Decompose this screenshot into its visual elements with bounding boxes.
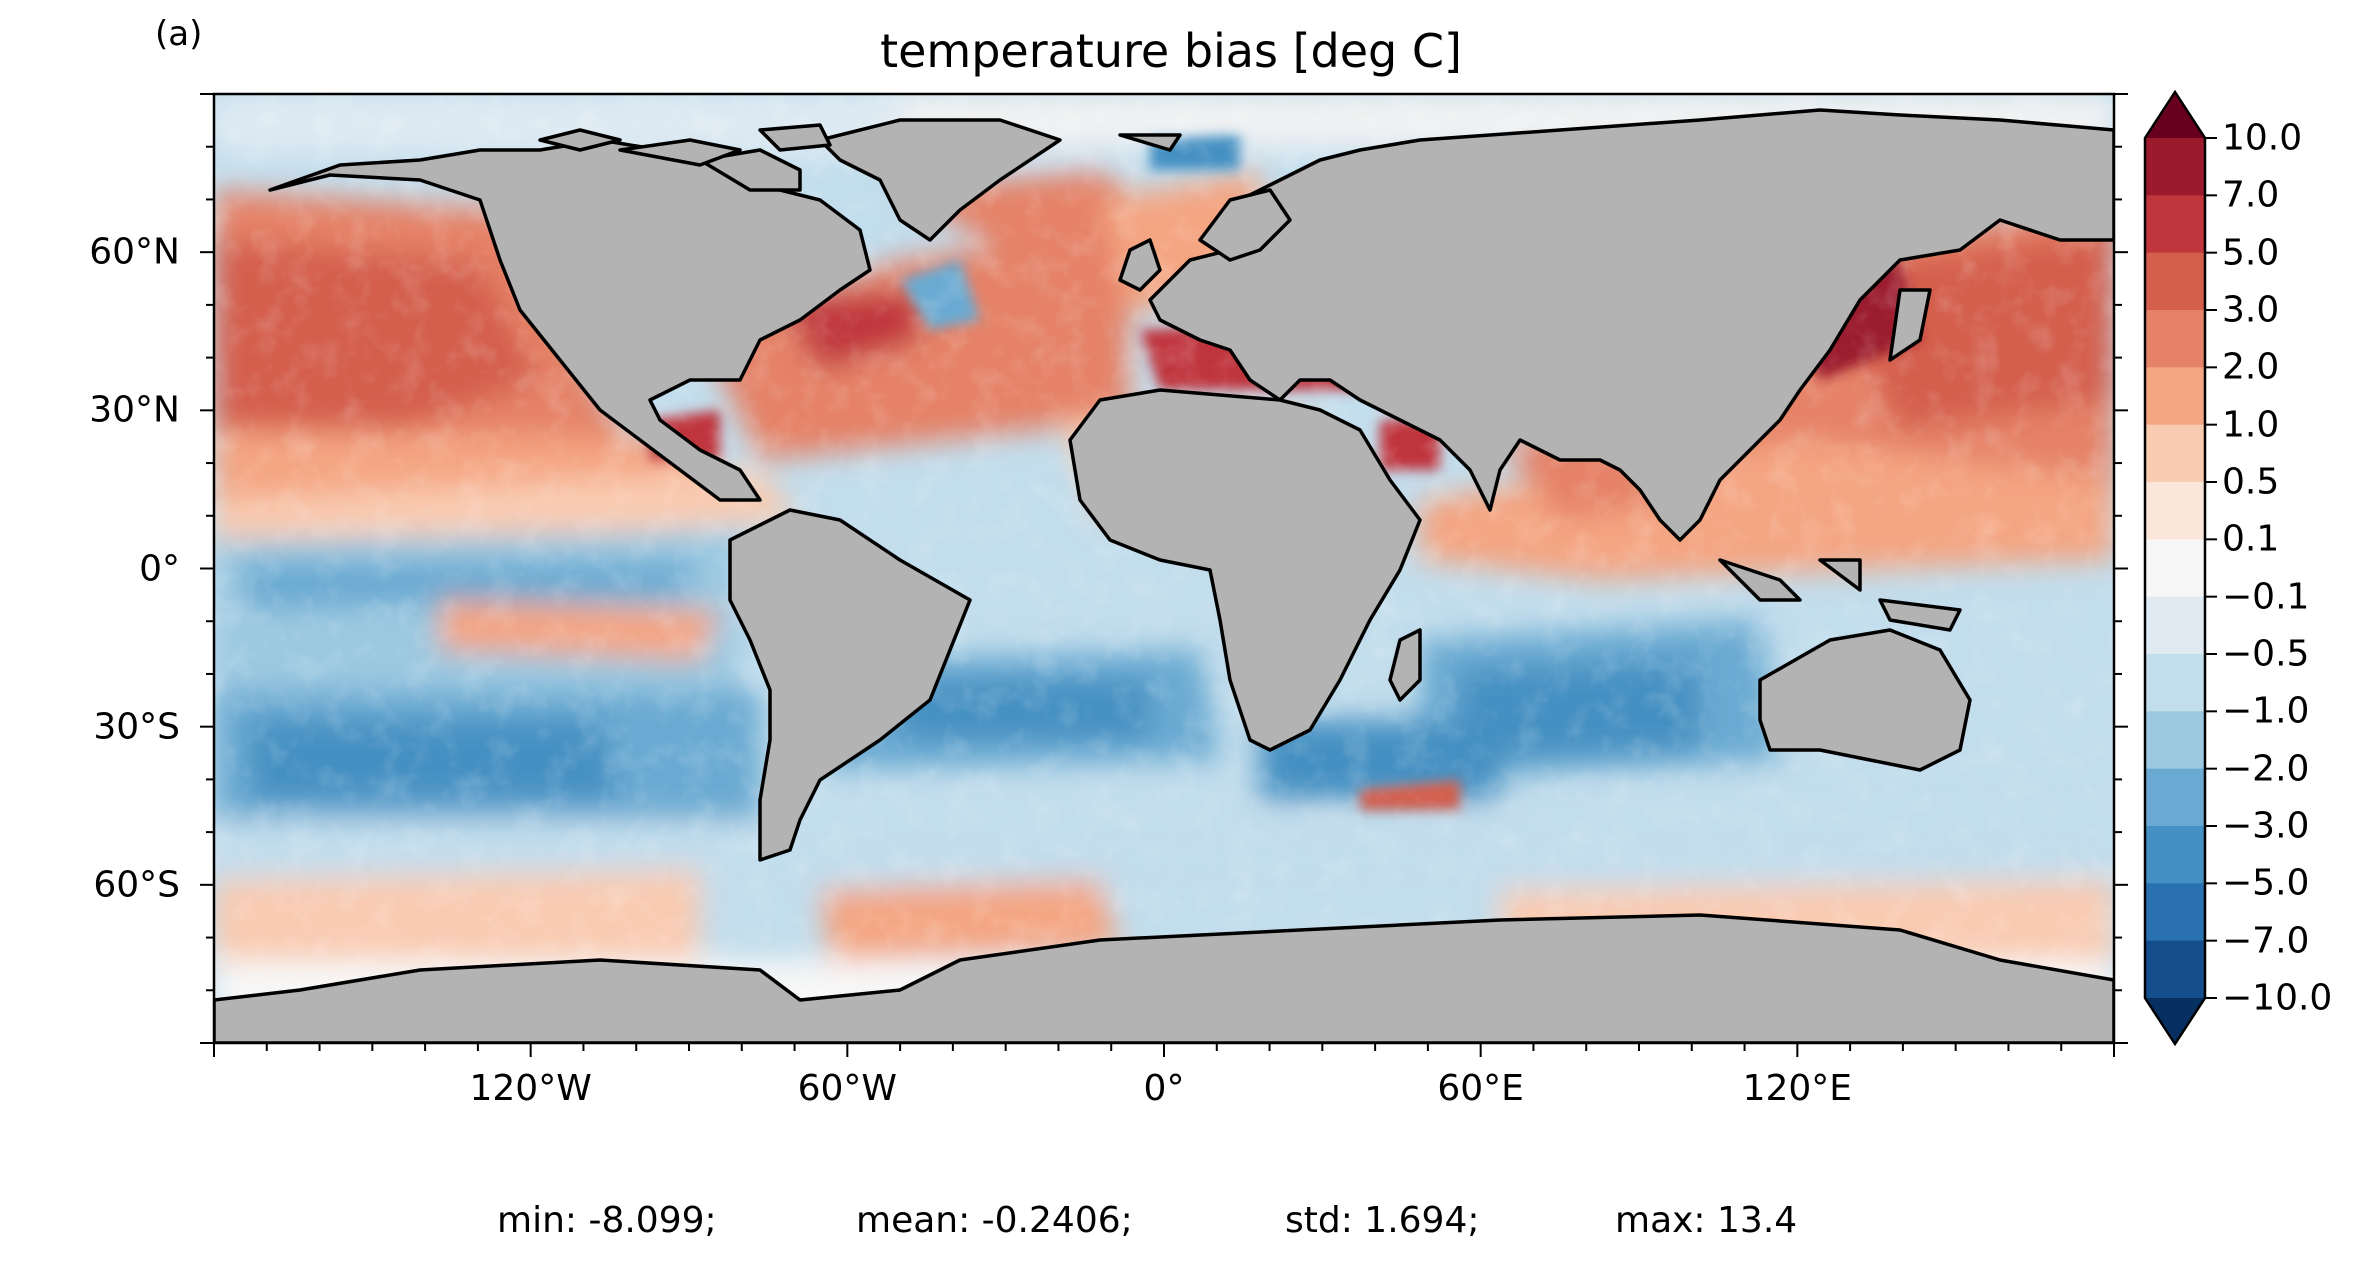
colorbar-segment xyxy=(2145,654,2205,712)
colorbar-segment xyxy=(2145,940,2205,999)
colorbar xyxy=(2143,89,2217,1047)
colorbar-tick-label: −10.0 xyxy=(2222,977,2333,1019)
colorbar-tick-label: −7.0 xyxy=(2222,920,2310,962)
colorbar-tick-label: −0.5 xyxy=(2222,633,2310,675)
colorbar-segment xyxy=(2145,482,2205,540)
colorbar-tick-label: −3.0 xyxy=(2222,805,2310,847)
colorbar-segment xyxy=(2145,768,2205,827)
stat-mean: mean: -0.2406; xyxy=(856,1200,1133,1241)
colorbar-segment xyxy=(2145,826,2205,884)
x-tick-label: 0° xyxy=(1143,1068,1185,1109)
map-title-text: temperature bias [deg C] xyxy=(880,24,1462,78)
x-tick-label: 120°E xyxy=(1742,1068,1853,1109)
colorbar-segment xyxy=(2145,367,2205,426)
colorbar-tick-label: 0.5 xyxy=(2222,461,2280,503)
colorbar-tick-label: −1.0 xyxy=(2222,690,2310,732)
colorbar-segment xyxy=(2145,883,2205,942)
x-tick-label: 60°E xyxy=(1437,1068,1524,1109)
y-tick-label: 0° xyxy=(139,548,180,589)
ocean-field xyxy=(214,94,2114,1043)
y-tick-label: 30°S xyxy=(93,706,180,748)
colorbar-segment xyxy=(2145,539,2205,598)
colorbar-segment xyxy=(2145,424,2205,483)
colorbar-tick-label: 5.0 xyxy=(2222,232,2280,274)
stat-min: min: -8.099; xyxy=(497,1200,717,1241)
stat-std: std: 1.694; xyxy=(1285,1200,1480,1241)
colorbar-segment xyxy=(2145,711,2205,770)
y-tick-label: 60°S xyxy=(93,864,180,906)
colorbar-tick-label: −2.0 xyxy=(2222,748,2310,790)
x-tick-label: 120°W xyxy=(469,1068,592,1109)
colorbar-tick-label: 7.0 xyxy=(2222,174,2280,216)
colorbar-segment xyxy=(2145,310,2205,368)
stat-max: max: 13.4 xyxy=(1615,1200,1798,1241)
colorbar-extend-min xyxy=(2145,998,2205,1044)
colorbar-tick-label: 10.0 xyxy=(2222,117,2303,159)
colorbar-tick-label: 3.0 xyxy=(2222,289,2280,331)
colorbar-segment xyxy=(2145,195,2205,254)
y-tick-label: 30°N xyxy=(89,389,180,431)
colorbar-tick-label: −0.1 xyxy=(2222,576,2310,618)
colorbar-segment xyxy=(2145,138,2205,196)
colorbar-tick-label: 2.0 xyxy=(2222,346,2280,388)
colorbar-tick-label: 0.1 xyxy=(2222,518,2280,560)
x-tick-label: 60°W xyxy=(797,1068,898,1109)
map-ticks xyxy=(200,93,2128,1057)
map-title: temperature bias [deg C] xyxy=(0,24,2362,78)
land xyxy=(214,108,2114,1043)
colorbar-tick-label: 1.0 xyxy=(2222,404,2280,446)
colorbar-segment xyxy=(2145,252,2205,311)
colorbar-segment xyxy=(2145,596,2205,655)
colorbar-extend-max xyxy=(2145,92,2205,138)
panel-label: (a) xyxy=(155,14,203,54)
y-tick-label: 60°N xyxy=(89,231,180,273)
colorbar-tick-label: −5.0 xyxy=(2222,862,2310,904)
